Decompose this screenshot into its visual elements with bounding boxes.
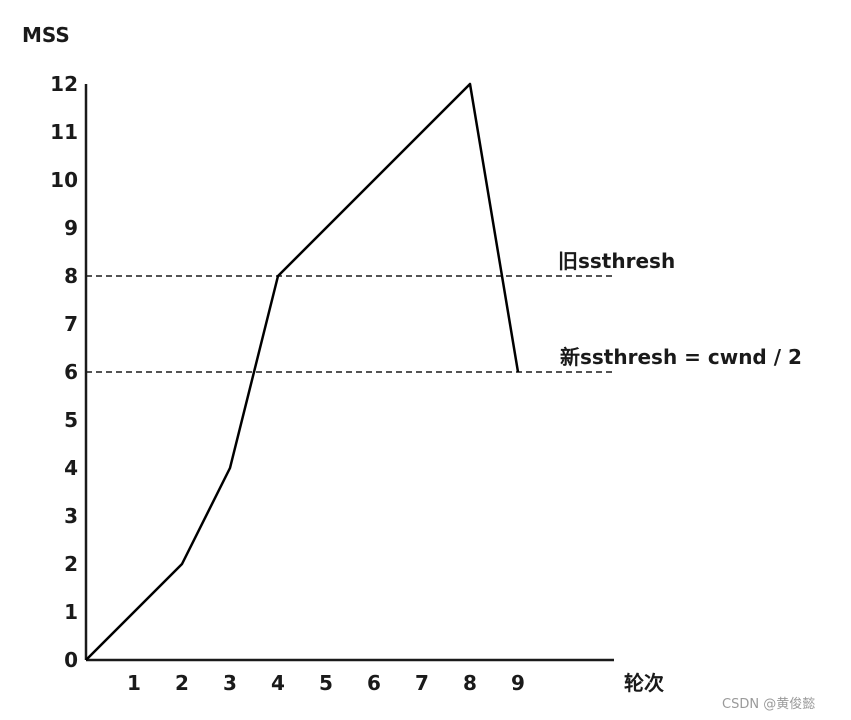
x-tick-labels: 1 2 3 4 5 6 7 8 9 <box>127 671 525 695</box>
x-tick-label: 6 <box>367 671 381 695</box>
y-tick-label: 6 <box>64 360 78 384</box>
watermark: CSDN @黄俊懿 <box>722 697 815 712</box>
x-tick-label: 7 <box>415 671 429 695</box>
x-tick-label: 9 <box>511 671 525 695</box>
x-tick-label: 3 <box>223 671 237 695</box>
series <box>85 82 520 661</box>
x-tick-label: 1 <box>127 671 141 695</box>
ref-label-old-ssthresh: 旧ssthresh <box>558 249 675 273</box>
y-tick-label: 11 <box>50 120 78 144</box>
x-tick-label: 8 <box>463 671 477 695</box>
y-tick-label: 3 <box>64 504 78 528</box>
series-line-0 <box>85 82 520 661</box>
y-tick-label: 1 <box>64 600 78 624</box>
reference-lines <box>86 275 614 373</box>
y-tick-label: 5 <box>64 408 78 432</box>
y-axis-title: MSS <box>22 23 70 47</box>
y-tick-label: 10 <box>50 168 78 192</box>
y-tick-label: 9 <box>64 216 78 240</box>
y-tick-label: 2 <box>64 552 78 576</box>
x-axis-title: 轮次 <box>624 671 664 695</box>
x-tick-label: 4 <box>271 671 285 695</box>
y-tick-label: 7 <box>64 312 78 336</box>
y-tick-label: 4 <box>64 456 78 480</box>
y-tick-label: 8 <box>64 264 78 288</box>
y-tick-label: 12 <box>50 72 78 96</box>
y-tick-label: 0 <box>64 648 78 672</box>
ref-label-new-ssthresh: 新ssthresh = cwnd / 2 <box>560 345 802 369</box>
x-tick-label: 5 <box>319 671 333 695</box>
x-tick-label: 2 <box>175 671 189 695</box>
